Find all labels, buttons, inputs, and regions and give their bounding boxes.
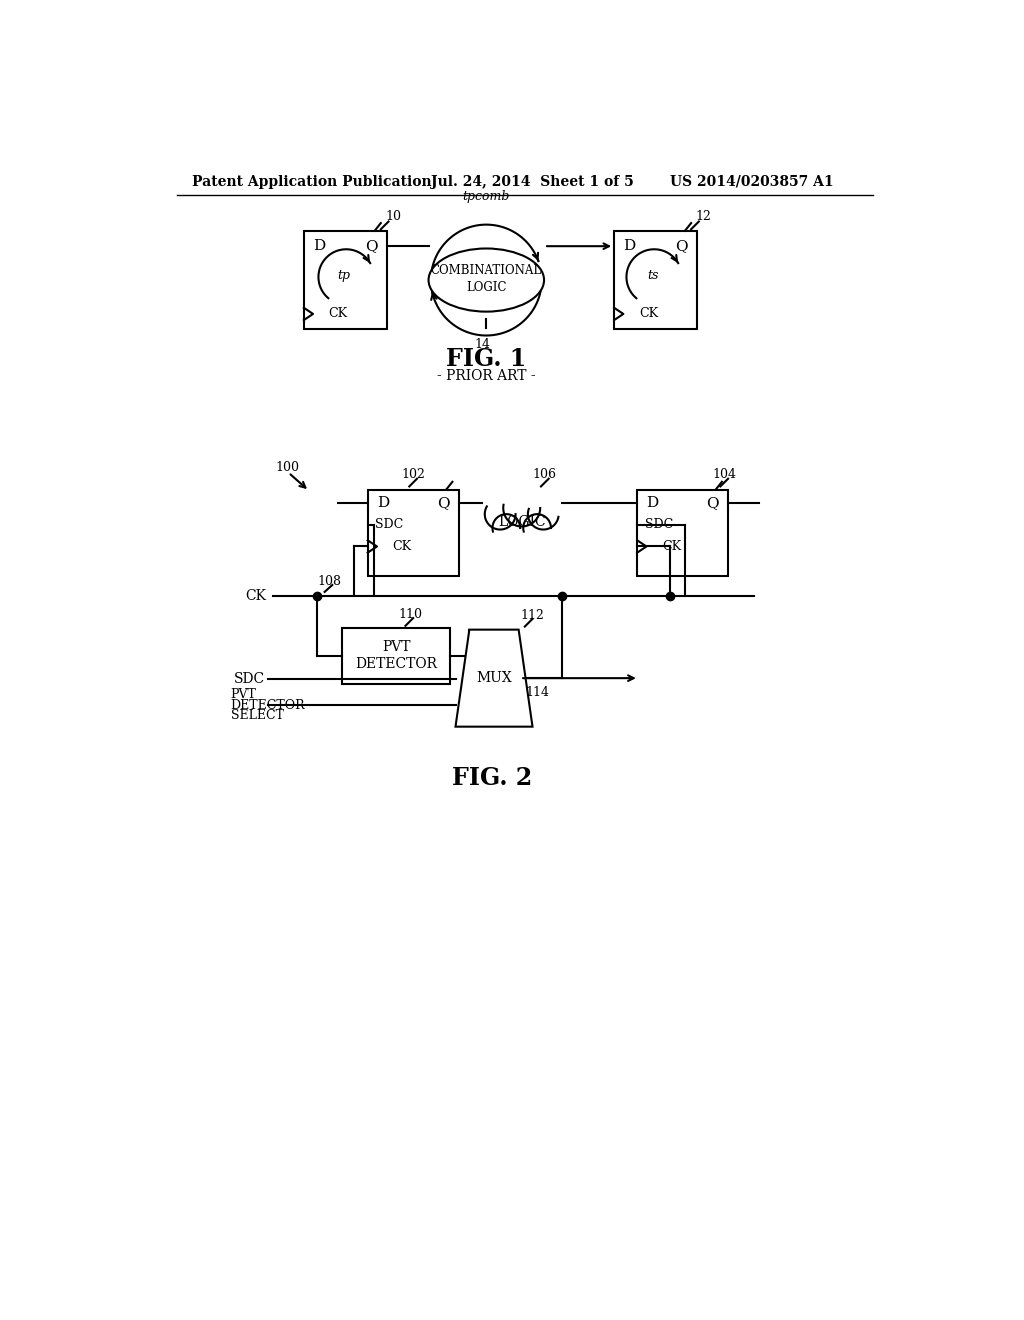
Text: CK: CK xyxy=(662,540,681,553)
Text: PVT: PVT xyxy=(230,688,257,701)
Text: SDC: SDC xyxy=(234,672,265,686)
Text: Q: Q xyxy=(707,496,719,511)
Text: DETECTOR: DETECTOR xyxy=(355,656,437,671)
Text: FIG. 2: FIG. 2 xyxy=(453,766,532,791)
Text: DETECTOR: DETECTOR xyxy=(230,698,305,711)
Text: ts: ts xyxy=(647,269,658,282)
Text: CK: CK xyxy=(639,308,657,321)
Text: 14: 14 xyxy=(474,338,490,351)
Bar xyxy=(637,490,728,576)
Text: D: D xyxy=(624,239,636,253)
Text: Q: Q xyxy=(366,239,378,253)
Text: LOGIC: LOGIC xyxy=(498,515,546,529)
Bar xyxy=(304,231,387,330)
Text: 106: 106 xyxy=(532,467,557,480)
Text: 100: 100 xyxy=(275,462,299,474)
Text: SELECT: SELECT xyxy=(230,709,284,722)
Text: D: D xyxy=(377,496,389,511)
Text: Patent Application Publication: Patent Application Publication xyxy=(193,174,432,189)
Text: 10: 10 xyxy=(385,210,401,223)
Text: 12: 12 xyxy=(695,210,712,223)
Text: FIG. 1: FIG. 1 xyxy=(446,347,526,371)
Text: D: D xyxy=(313,239,326,253)
Text: PVT: PVT xyxy=(382,640,411,653)
Ellipse shape xyxy=(429,248,544,312)
Text: tp: tp xyxy=(337,269,350,282)
Text: 110: 110 xyxy=(398,607,422,620)
Text: Jul. 24, 2014  Sheet 1 of 5: Jul. 24, 2014 Sheet 1 of 5 xyxy=(431,174,634,189)
Text: - PRIOR ART -: - PRIOR ART - xyxy=(437,368,536,383)
Text: COMBINATIONAL: COMBINATIONAL xyxy=(431,264,542,277)
Text: LOGIC: LOGIC xyxy=(466,281,507,294)
Text: CK: CK xyxy=(392,540,412,553)
Text: SDC: SDC xyxy=(645,519,673,532)
Text: 104: 104 xyxy=(713,467,736,480)
Text: Q: Q xyxy=(437,496,450,511)
Text: 102: 102 xyxy=(401,467,425,480)
Text: 112: 112 xyxy=(520,610,545,622)
Text: 114: 114 xyxy=(526,685,550,698)
Bar xyxy=(614,231,697,330)
Text: US 2014/0203857 A1: US 2014/0203857 A1 xyxy=(670,174,834,189)
Bar xyxy=(368,490,459,576)
Text: tpcomb: tpcomb xyxy=(463,190,510,203)
Text: D: D xyxy=(646,496,658,511)
Text: CK: CK xyxy=(246,589,266,603)
Text: CK: CK xyxy=(329,308,347,321)
Polygon shape xyxy=(456,630,532,726)
Text: SDC: SDC xyxy=(375,519,403,532)
Text: MUX: MUX xyxy=(476,671,512,685)
Text: Q: Q xyxy=(676,239,688,253)
Text: 108: 108 xyxy=(317,576,341,589)
Bar xyxy=(342,628,451,684)
